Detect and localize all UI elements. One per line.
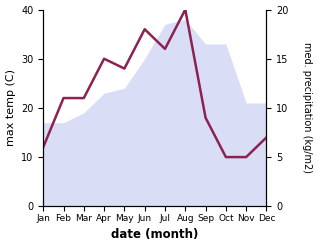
X-axis label: date (month): date (month) (111, 228, 198, 242)
Y-axis label: med. precipitation (kg/m2): med. precipitation (kg/m2) (302, 42, 313, 173)
Y-axis label: max temp (C): max temp (C) (5, 69, 16, 146)
